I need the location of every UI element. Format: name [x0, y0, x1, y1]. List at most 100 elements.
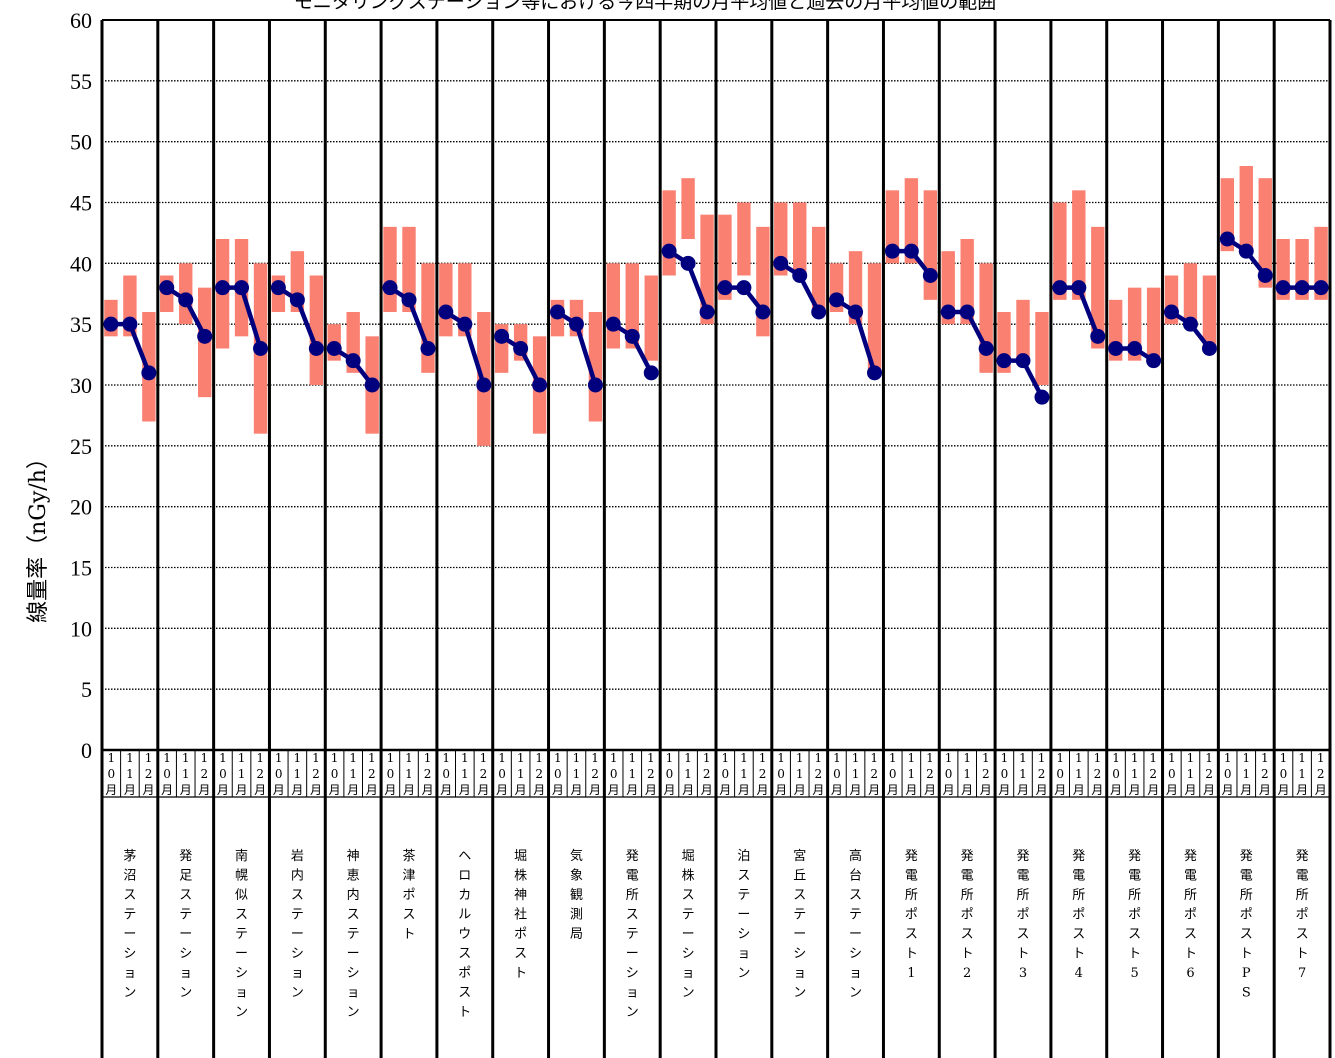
station-label: 発電所ポスト 3 [1016, 849, 1029, 981]
y-tick-label: 50 [70, 130, 92, 155]
station-label: 発電所ステーション [626, 849, 639, 1020]
range-bar [1053, 202, 1067, 300]
data-point [215, 280, 231, 296]
data-point [978, 341, 994, 356]
y-tick-label: 60 [70, 8, 92, 33]
data-point [197, 328, 213, 344]
data-point [1034, 389, 1050, 405]
y-tick-label: 20 [70, 495, 92, 520]
data-point [922, 268, 938, 283]
data-point [829, 292, 845, 308]
y-tick-label: 35 [70, 312, 92, 337]
range-bar [1239, 166, 1253, 252]
y-axis-label: 線量率（nGy/h） [26, 447, 51, 623]
range-bar [644, 275, 658, 361]
range-bar [1035, 312, 1049, 385]
range-bar [812, 226, 826, 312]
range-bar [606, 263, 620, 349]
range-bar [681, 178, 695, 239]
station-label: 発電所ポスト P S [1240, 849, 1253, 1001]
data-point [345, 353, 361, 369]
y-tick-label: 10 [70, 616, 92, 641]
station-label: 岩内ステーション [291, 849, 304, 1001]
range-bar [1183, 263, 1198, 325]
data-point [1127, 341, 1143, 356]
data-point [270, 280, 286, 296]
range-bar [1202, 275, 1217, 349]
data-point [141, 365, 157, 381]
data-point [476, 377, 492, 393]
data-point [178, 292, 194, 308]
data-point [996, 353, 1012, 369]
range-bar [1016, 299, 1030, 361]
data-point [1146, 353, 1162, 369]
range-bar [662, 190, 676, 276]
station-label: 発電所ポスト 7 [1296, 849, 1309, 981]
data-point [903, 243, 919, 259]
data-point [513, 341, 529, 356]
data-point [1313, 280, 1329, 296]
data-point [420, 341, 436, 356]
data-point [1015, 353, 1031, 369]
station-label: 発電所ポスト 6 [1184, 849, 1197, 981]
data-point [401, 292, 417, 308]
data-point [159, 280, 175, 296]
range-bar [625, 263, 639, 349]
data-point [122, 316, 138, 332]
range-bar [421, 263, 435, 373]
data-point [1219, 231, 1235, 247]
data-point [755, 304, 771, 320]
data-point [605, 316, 621, 332]
range-bar [1146, 287, 1161, 361]
station-label: 茅沼ステーション [123, 849, 136, 1001]
range-bar [793, 202, 807, 276]
range-bar [588, 312, 603, 422]
data-point [587, 377, 603, 393]
y-tick-label: 0 [81, 738, 92, 763]
range-bar [402, 226, 416, 312]
data-point [532, 377, 548, 393]
station-label: 堀株ステーション [682, 849, 695, 1001]
data-point [289, 292, 305, 308]
range-bar [439, 263, 453, 337]
range-bar [718, 214, 732, 300]
data-point [643, 365, 659, 381]
data-point [1238, 243, 1254, 259]
data-point [959, 304, 975, 320]
data-point [457, 316, 473, 332]
